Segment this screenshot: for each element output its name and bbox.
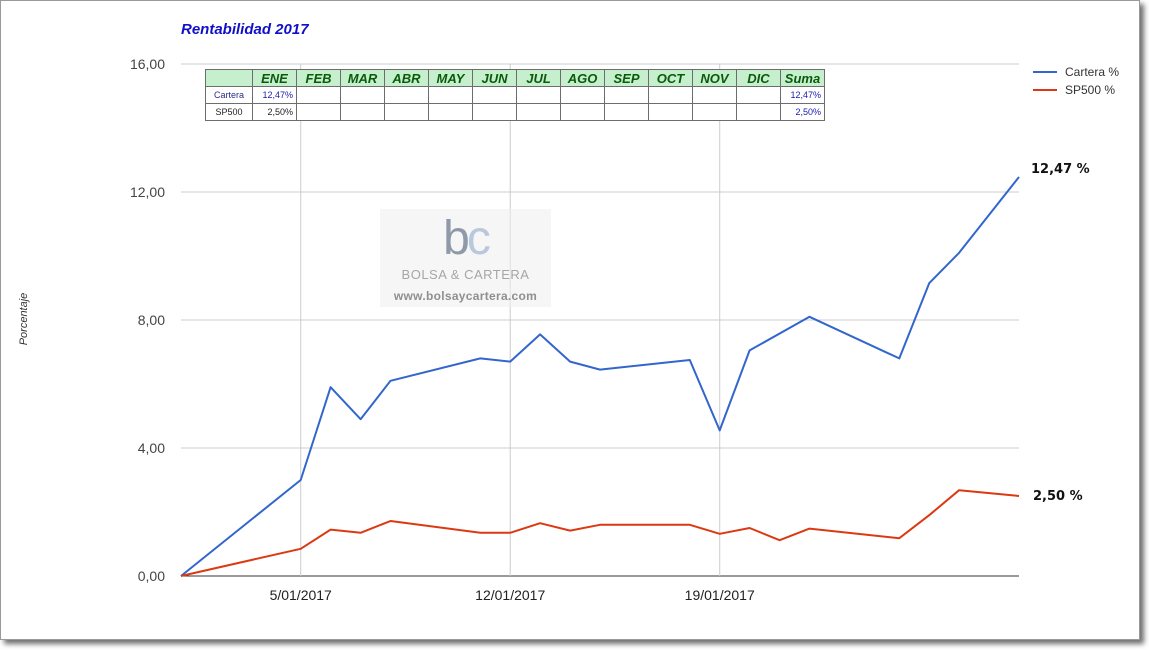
sp500-mar: [340, 103, 385, 121]
y-axis-label: Porcentaje: [18, 292, 30, 346]
sp500-jun: [472, 103, 517, 121]
cartera-jun: [472, 86, 517, 104]
cartera-sep: [604, 86, 649, 104]
x-tick-label: 5/01/2017: [270, 587, 332, 603]
sp500-feb: [296, 103, 341, 121]
sp500-dic: [736, 103, 781, 121]
header-jun: JUN: [472, 69, 517, 87]
header-ago: AGO: [560, 69, 605, 87]
watermark-name: BOLSA & CARTERA: [401, 267, 530, 282]
sp500-nov: [692, 103, 737, 121]
cartera-nov: [692, 86, 737, 104]
header-may: MAY: [428, 69, 473, 87]
row-label-sp500: SP500: [205, 103, 253, 121]
monthly-returns-table: ENE FEB MAR ABR MAY JUN JUL AGO SEP OCT …: [205, 69, 825, 121]
chart-frame: 0,00 4,00 8,00 12,00 16,00 5/01/2017 12/01/201…: [0, 0, 1140, 640]
series-line-cartera: [180, 176, 1020, 577]
series-line-sp500: [180, 489, 1020, 577]
sp500-abr: [384, 103, 429, 121]
y-tick-label: 8,00: [138, 312, 165, 328]
cartera-jul: [516, 86, 561, 104]
x-tick-label: 12/01/2017: [475, 587, 545, 603]
y-tick-label: 16,00: [130, 56, 165, 72]
sp500-may: [428, 103, 473, 121]
cartera-dic: [736, 86, 781, 104]
header-abr: ABR: [384, 69, 429, 87]
table-row-cartera: Cartera 12,47% 12,47%: [205, 86, 825, 104]
cartera-feb: [296, 86, 341, 104]
header-sep: SEP: [604, 69, 649, 87]
cartera-ene: 12,47%: [252, 86, 297, 104]
sp500-suma: 2,50%: [780, 103, 825, 121]
watermark: bc BOLSA & CARTERA www.bolsaycartera.com: [380, 209, 551, 307]
header-oct: OCT: [648, 69, 693, 87]
cartera-oct: [648, 86, 693, 104]
x-tick-label: 19/01/2017: [685, 587, 755, 603]
cartera-may: [428, 86, 473, 104]
sp500-oct: [648, 103, 693, 121]
sp500-ene: 2,50%: [252, 103, 297, 121]
sp500-jul: [516, 103, 561, 121]
line-chart: 0,00 4,00 8,00 12,00 16,00 5/01/2017 12/01/201…: [130, 56, 1020, 603]
chart-legend: Cartera % SP500 %: [1033, 63, 1119, 99]
legend-swatch-sp500: [1033, 89, 1057, 91]
header-suma: Suma: [780, 69, 825, 87]
header-dic: DIC: [736, 69, 781, 87]
sp500-ago: [560, 103, 605, 121]
cartera-abr: [384, 86, 429, 104]
row-label-cartera: Cartera: [205, 86, 253, 104]
sp500-sep: [604, 103, 649, 121]
legend-item-sp500: SP500 %: [1033, 81, 1119, 99]
header-nov: NOV: [692, 69, 737, 87]
legend-label-sp500: SP500 %: [1065, 83, 1116, 97]
y-tick-label: 4,00: [138, 440, 165, 456]
cartera-ago: [560, 86, 605, 104]
y-tick-label: 0,00: [138, 568, 165, 584]
legend-item-cartera: Cartera %: [1033, 63, 1119, 81]
watermark-logo: bc: [443, 212, 491, 265]
end-label-sp500: 2,50 %: [1033, 489, 1083, 504]
cartera-mar: [340, 86, 385, 104]
header-ene: ENE: [252, 69, 297, 87]
cartera-suma: 12,47%: [780, 86, 825, 104]
end-label-cartera: 12,47 %: [1031, 162, 1090, 177]
y-tick-label: 12,00: [130, 184, 165, 200]
table-corner: [205, 69, 253, 87]
legend-swatch-cartera: [1033, 71, 1057, 73]
chart-title: Rentabilidad 2017: [181, 21, 309, 38]
table-row-sp500: SP500 2,50% 2,50%: [205, 103, 825, 121]
watermark-url: www.bolsaycartera.com: [393, 289, 538, 303]
legend-label-cartera: Cartera %: [1065, 65, 1120, 79]
header-mar: MAR: [340, 69, 385, 87]
table-header-row: ENE FEB MAR ABR MAY JUN JUL AGO SEP OCT …: [205, 69, 825, 87]
header-feb: FEB: [296, 69, 341, 87]
header-jul: JUL: [516, 69, 561, 87]
